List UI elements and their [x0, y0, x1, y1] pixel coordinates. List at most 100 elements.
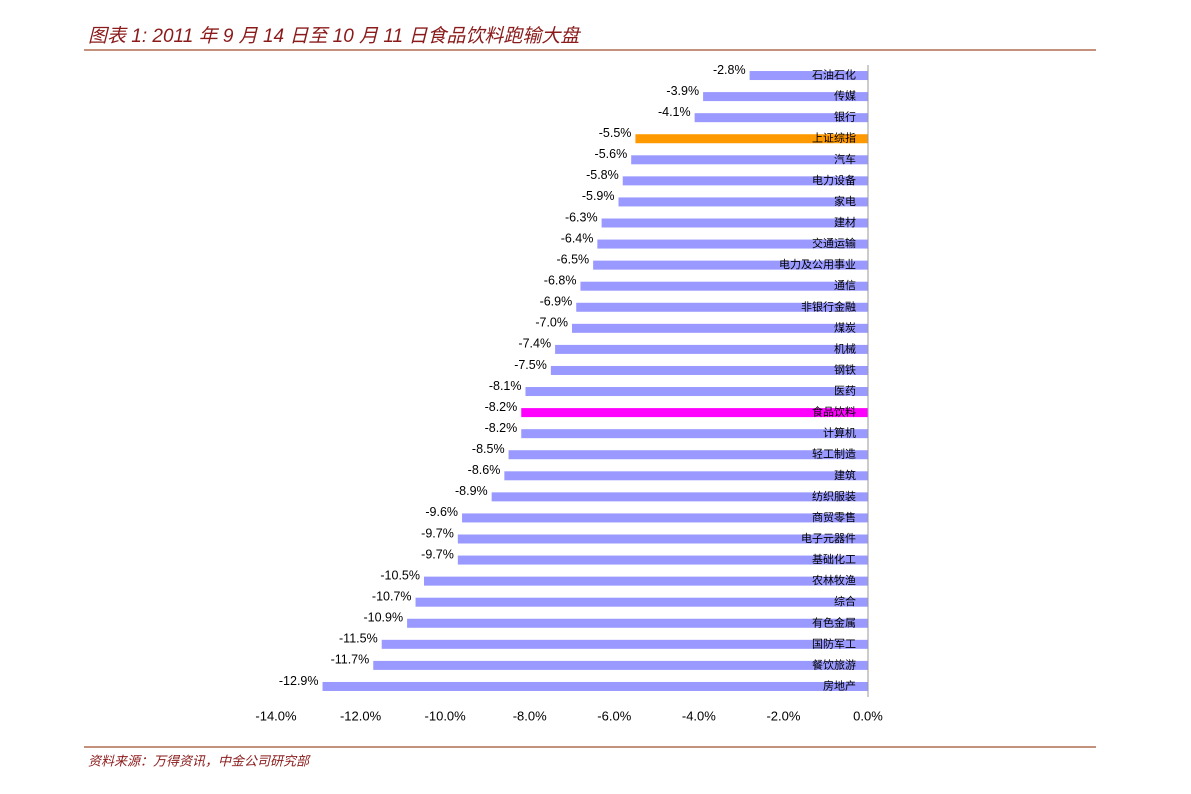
x-tick-label: -10.0% — [425, 708, 467, 723]
x-tick-label: -6.0% — [597, 708, 631, 723]
value-label: -10.7% — [372, 589, 412, 603]
category-label: 基础化工 — [812, 552, 856, 566]
bar — [373, 660, 868, 670]
category-label: 建材 — [834, 215, 856, 229]
value-label: -9.7% — [421, 547, 454, 561]
value-label: -6.8% — [544, 273, 577, 287]
value-label: -8.5% — [472, 442, 505, 456]
bar — [504, 471, 868, 481]
value-label: -8.6% — [468, 463, 501, 477]
category-label: 汽车 — [834, 152, 856, 166]
category-label: 有色金属 — [812, 615, 856, 629]
value-label: -12.9% — [279, 674, 319, 688]
bar — [457, 555, 868, 565]
x-tick-label: 0.0% — [853, 708, 883, 723]
bar — [635, 134, 868, 144]
category-label: 传媒 — [834, 90, 856, 103]
x-tick-label: -8.0% — [513, 708, 547, 723]
value-label: -7.5% — [514, 358, 547, 372]
bar — [415, 597, 868, 607]
value-label: -6.3% — [565, 210, 598, 224]
category-label: 餐饮旅游 — [812, 657, 856, 671]
bar — [521, 429, 868, 439]
x-tick-label: -4.0% — [682, 708, 716, 723]
category-label: 医药 — [834, 385, 856, 398]
category-label: 上证综指 — [812, 131, 856, 145]
category-label: 非银行金融 — [801, 299, 856, 313]
value-label: -8.1% — [489, 379, 522, 393]
x-tick-label: -2.0% — [766, 708, 800, 723]
bar — [597, 239, 868, 249]
bar — [521, 408, 868, 418]
x-tick-label: -12.0% — [340, 708, 382, 723]
bar — [550, 365, 868, 375]
value-label: -7.0% — [535, 316, 568, 330]
bar — [749, 71, 868, 81]
value-label: -5.5% — [599, 126, 632, 140]
value-label: -8.2% — [485, 421, 518, 435]
bar — [407, 618, 868, 628]
value-label: -5.6% — [595, 147, 628, 161]
category-label: 计算机 — [823, 426, 856, 440]
bar — [593, 260, 868, 270]
bar — [580, 281, 868, 291]
bar — [618, 197, 868, 207]
value-label: -11.5% — [339, 632, 378, 646]
category-label: 国防军工 — [812, 636, 856, 650]
category-label: 银行 — [834, 110, 856, 124]
value-label: -5.8% — [586, 168, 619, 182]
value-label: -7.4% — [518, 337, 551, 351]
bar — [491, 492, 868, 502]
value-label: -6.5% — [556, 252, 589, 266]
category-label: 通信 — [834, 279, 856, 292]
bar — [555, 344, 868, 354]
value-label: -10.9% — [363, 611, 403, 625]
category-label: 石油石化 — [812, 68, 856, 82]
category-label: 电力设备 — [812, 173, 856, 187]
bar — [322, 681, 868, 691]
bar — [424, 576, 868, 586]
category-label: 钢铁 — [834, 363, 856, 376]
source-note: 资料来源：万得资讯，中金公司研究部 — [88, 753, 311, 768]
x-tick-label: -14.0% — [255, 708, 297, 723]
category-label: 电子元器件 — [801, 532, 856, 545]
value-label: -5.9% — [582, 189, 615, 203]
bar — [601, 218, 868, 228]
category-label: 轻工制造 — [812, 447, 856, 461]
bar — [622, 176, 868, 186]
bar — [576, 302, 868, 312]
category-label: 电力及公用事业 — [779, 258, 856, 271]
bar — [457, 534, 868, 544]
bar — [694, 113, 868, 123]
category-label: 家电 — [834, 194, 856, 208]
category-label: 机械 — [834, 341, 856, 355]
value-label: -8.2% — [485, 400, 518, 414]
value-label: -6.9% — [540, 295, 573, 309]
bar — [525, 387, 868, 397]
category-label: 食品饮料 — [812, 405, 856, 419]
value-label: -2.8% — [713, 63, 746, 77]
value-label: -11.7% — [331, 653, 370, 667]
category-label: 房地产 — [823, 678, 856, 692]
bar — [462, 513, 868, 523]
category-label: 农林牧渔 — [812, 573, 856, 587]
category-label: 商贸零售 — [812, 510, 856, 524]
value-label: -9.6% — [425, 505, 458, 519]
value-label: -3.9% — [666, 84, 699, 98]
value-label: -10.5% — [380, 568, 420, 582]
category-label: 综合 — [834, 594, 856, 608]
bar — [703, 92, 868, 102]
value-label: -6.4% — [561, 231, 594, 245]
category-label: 纺织服装 — [812, 489, 856, 503]
value-label: -9.7% — [421, 526, 454, 540]
bar — [381, 639, 868, 649]
chart-title: 图表 1: 2011 年 9 月 14 日至 10 月 11 日食品饮料跑输大盘 — [88, 25, 581, 47]
bar — [508, 450, 868, 460]
category-label: 交通运输 — [812, 236, 856, 250]
value-label: -4.1% — [658, 105, 691, 119]
value-label: -8.9% — [455, 484, 488, 498]
bar — [572, 323, 868, 333]
bar — [631, 155, 868, 165]
category-label: 煤炭 — [834, 321, 856, 334]
